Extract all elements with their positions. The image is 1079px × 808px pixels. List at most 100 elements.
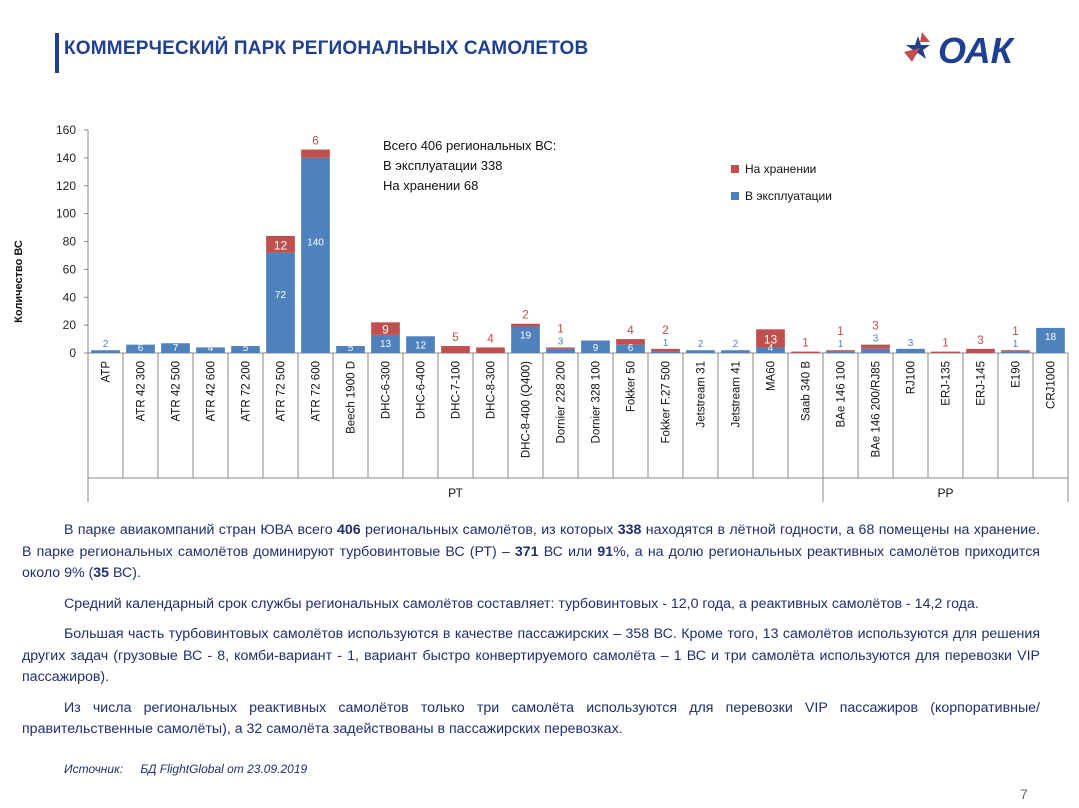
category-label: ATR 42 600 [206,361,218,422]
y-tick-label: 160 [56,123,76,137]
value-label-stored: 2 [662,323,669,337]
bar-operating [371,334,400,353]
bar-operating [126,344,155,353]
bar-stored [511,323,540,327]
value-label-operating: 2 [733,339,739,350]
paragraph: Из числа региональных реактивных самолёт… [22,698,1040,741]
value-label-stored: 9 [382,323,389,337]
bar-stored [476,347,505,353]
category-label: BAe 146 200/RJ85 [871,361,883,458]
category-label: Saab 340 B [801,361,813,421]
value-label-operating: 6 [628,343,634,354]
highlight-number: 35 [93,565,110,581]
bar-operating [231,346,260,353]
bar-stored [861,344,890,349]
legend-label-operating: В эксплуатации [745,189,832,203]
value-label-operating: 140 [307,238,324,249]
value-label-operating: 3 [873,334,879,345]
value-label-stored: 6 [312,134,319,148]
bar-operating [756,347,785,353]
bar-stored [966,348,995,353]
value-label-operating: 6 [138,343,144,354]
text-run: В парке авиакомпаний стран ЮВА всего [64,522,337,538]
value-label-operating: 7 [173,343,179,354]
category-label: Dornier 328 100 [591,361,603,443]
logo-text: ОАК [938,30,1016,70]
category-label: ATP [101,361,113,383]
text-run: %, а на долю региональных реактивных сам… [22,543,1040,582]
paragraph: Средний календарный срок службы регионал… [22,594,1040,616]
value-label-stored: 5 [452,330,459,344]
value-label-operating: 12 [415,340,427,351]
fleet-chart: 0 20 40 60 80 100 120 140 160 Количество ВС РТ РР 2 A… [13,123,1069,502]
value-label-stored: 3 [872,319,879,333]
value-label-operating: 1 [838,339,844,350]
bar-stored [616,339,645,345]
value-label-operating: 4 [768,343,774,354]
value-label-stored: 1 [837,324,844,338]
total-annotation-line: На хранении 68 [383,178,478,193]
bar-operating [651,351,680,353]
bar-operating [826,351,855,353]
value-label-stored: 1 [942,336,949,350]
value-label-operating: 1 [1013,339,1019,350]
category-label: Beech 1900 D [346,361,358,434]
value-label-operating: 3 [908,338,914,349]
bar-operating [91,350,120,353]
highlight-number: 91 [597,543,614,560]
text-run: региональных самолётов, из которых [360,522,618,538]
paragraph: Большая часть турбовинтовых самолётов ис… [22,624,1040,689]
category-label: ATR 72 600 [311,361,323,422]
category-label: ATR 72 500 [276,361,288,422]
category-label: Jetstream 31 [696,361,708,427]
value-label-operating: 3 [558,336,564,347]
bar-operating [336,346,365,353]
source-note: Источник: БД FlightGlobal от 23.09.2019 [64,762,321,776]
value-label-stored: 1 [557,321,564,335]
value-label-operating: 72 [275,290,287,301]
category-label: RJ100 [906,361,918,394]
paragraph: В парке авиакомпаний стран ЮВА всего 406… [22,520,1040,585]
legend-label-stored: На хранении [745,162,816,176]
group-label: РР [937,486,953,500]
category-label: Jetstream 41 [731,361,743,427]
bar-stored [931,351,960,353]
category-label: ATR 42 300 [136,361,148,422]
value-label-stored: 4 [627,323,634,337]
legend-swatch-operating [731,192,739,200]
y-tick-label: 100 [56,207,76,221]
bar-operating [1036,327,1065,353]
legend-swatch-stored [731,165,739,173]
category-label: BAe 146 100 [836,361,848,428]
bar-operating [896,348,925,353]
page-number: 7 [1020,786,1028,802]
value-label-operating: 13 [380,339,392,350]
category-label: Dornier 228 200 [556,361,568,443]
bar-stored [1001,350,1030,352]
text-run: ВС или [538,543,598,560]
text-run: Большая часть турбовинтовых самолётов ис… [22,626,1040,685]
category-label: DHC-8-300 [486,361,498,419]
value-label-operating: 19 [520,331,532,342]
bar-operating [686,350,715,353]
bar-operating [581,340,610,353]
value-label-operating: 1 [663,338,669,349]
value-label-stored: 2 [522,308,529,322]
bar-stored [301,149,330,158]
y-tick-label: 120 [56,179,76,193]
y-tick-label: 20 [63,318,77,332]
category-label: ATR 42 500 [171,361,183,422]
value-label-stored: 1 [802,336,809,350]
y-tick-label: 140 [56,151,76,165]
category-label: DHC-7-100 [451,361,463,419]
bar-stored [546,347,575,349]
highlight-number: 338 [617,522,642,538]
y-tick-label: 60 [63,262,77,276]
star-icon [904,32,930,62]
group-label: РТ [448,486,463,500]
category-label: ATR 72 200 [241,361,253,422]
category-label: MA60 [766,361,778,391]
page-title: КОММЕРЧЕСКИЙ ПАРК РЕГИОНАЛЬНЫХ САМОЛЕТОВ [64,38,589,59]
bar-stored [371,322,400,335]
bar-operating [406,336,435,353]
